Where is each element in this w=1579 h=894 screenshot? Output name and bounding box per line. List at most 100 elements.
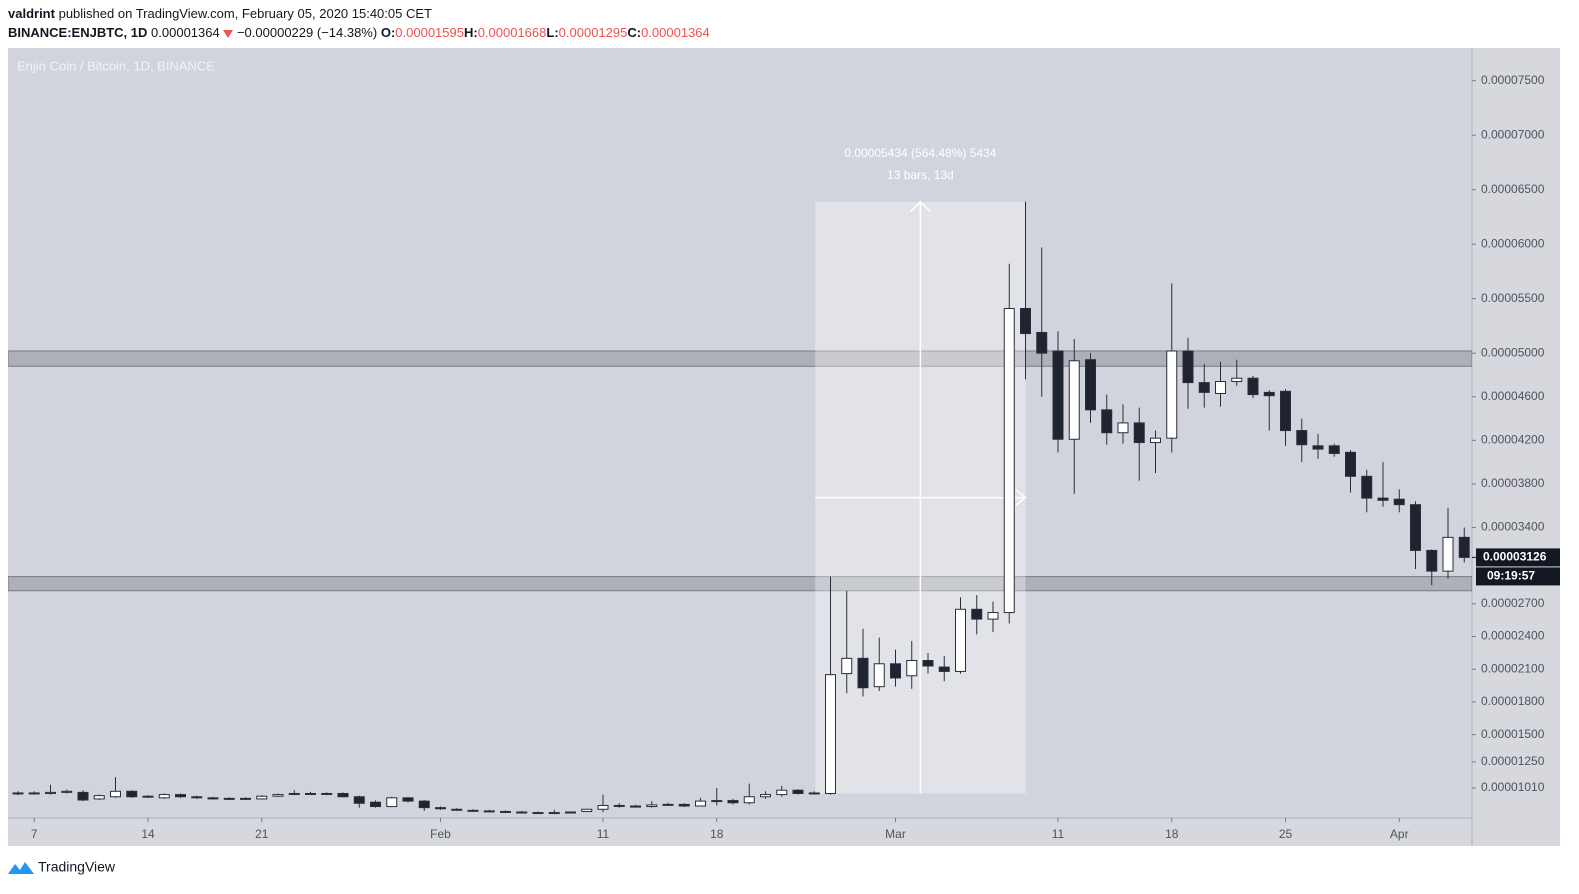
candle-body xyxy=(1003,307,1015,614)
candle-body xyxy=(516,811,528,814)
ohlc-label: H: xyxy=(463,25,478,40)
brand-logo: TradingView xyxy=(8,859,116,875)
candle-body xyxy=(808,792,820,795)
candle-body xyxy=(353,796,365,804)
ohlc-value: 0.00001595 xyxy=(395,25,464,40)
brand-icon xyxy=(8,862,34,874)
x-tick-label: 25 xyxy=(1279,827,1293,841)
candle-body xyxy=(1133,422,1145,444)
y-tick-label: 0.00003800 xyxy=(1481,476,1545,490)
publish-line: valdrint published on TradingView.com, F… xyxy=(8,6,432,21)
price-axis-background xyxy=(1472,48,1560,846)
y-tick-label: 0.00004200 xyxy=(1481,433,1545,447)
candle-body xyxy=(1296,430,1308,446)
candle-body xyxy=(532,812,544,815)
measure-label: 0.00005434 (564.48%) 5434 xyxy=(844,146,996,160)
candle-body xyxy=(548,812,560,815)
x-tick-label: 21 xyxy=(255,827,269,841)
candle-body xyxy=(402,797,414,802)
y-tick-label: 0.00002400 xyxy=(1481,629,1545,643)
candle-body xyxy=(418,800,430,809)
candle-body xyxy=(126,790,138,798)
candle-body xyxy=(288,792,300,795)
candle-body xyxy=(857,657,869,689)
candle-body xyxy=(1101,409,1113,434)
ohlc-label: O: xyxy=(380,25,396,40)
measure-sublabel: 13 bars, 13d xyxy=(887,168,954,182)
countdown-box xyxy=(1476,567,1560,586)
candle-body xyxy=(890,663,901,679)
candle-body xyxy=(1117,422,1129,434)
zone xyxy=(8,350,1472,367)
y-tick-label: 0.00001250 xyxy=(1481,754,1545,768)
candle-body xyxy=(1442,536,1454,572)
candle-body xyxy=(613,804,625,807)
last-price-box xyxy=(1476,548,1560,567)
candle-body xyxy=(61,790,73,793)
ohlc-label: L: xyxy=(546,25,559,40)
x-tick-label: 11 xyxy=(1052,827,1065,841)
candle-body xyxy=(987,612,999,620)
candle-body xyxy=(1312,445,1324,450)
x-tick-label: Mar xyxy=(885,827,906,841)
y-tick-label: 0.00002700 xyxy=(1481,596,1545,610)
candle-body xyxy=(1393,498,1405,506)
candle-body xyxy=(467,809,479,812)
ohlc: O:0.00001595H:0.00001668L:0.00001295C:0.… xyxy=(381,25,710,40)
candle-body xyxy=(695,800,706,807)
ohlc-value: 0.00001364 xyxy=(641,25,710,40)
zone xyxy=(8,576,1472,592)
candle-body xyxy=(1280,390,1291,432)
candle-body xyxy=(483,810,495,813)
candle-body xyxy=(256,795,268,800)
countdown: 09:19:57 xyxy=(1487,569,1535,583)
x-tick-label: 7 xyxy=(31,827,38,841)
candle-body xyxy=(565,811,576,814)
chart-title: Enjin Coin / Bitcoin, 1D, BINANCE xyxy=(17,58,215,73)
candle-body xyxy=(955,608,966,672)
candle-body xyxy=(1150,437,1161,444)
candle-body xyxy=(1166,350,1178,439)
brand-name: TradingView xyxy=(38,859,116,875)
ohlc-label: C: xyxy=(627,25,642,40)
candle-body xyxy=(158,794,170,799)
symbol-line: BINANCE:ENJBTC, 1D 0.00001364 −0.0000022… xyxy=(8,25,710,40)
candle-body xyxy=(77,791,89,801)
y-tick-label: 0.00003400 xyxy=(1481,520,1545,534)
y-tick-label: 0.00005500 xyxy=(1481,291,1545,305)
published: published on TradingView.com, February 0… xyxy=(58,6,432,21)
candle-body xyxy=(207,797,219,800)
price: 0.00001364 xyxy=(151,25,220,40)
time-axis-background xyxy=(8,818,1472,846)
plot xyxy=(8,200,1472,815)
measure-arrowhead xyxy=(909,200,931,213)
ohlc-value: 0.00001668 xyxy=(477,25,547,40)
candle-body xyxy=(93,795,105,800)
candle-body xyxy=(1328,445,1340,454)
candle-body xyxy=(922,660,934,667)
candle-body xyxy=(110,790,121,798)
candle-body xyxy=(662,803,674,806)
down-arrow-icon xyxy=(223,30,234,39)
x-tick-label: Feb xyxy=(430,827,451,841)
x-tick-label: 11 xyxy=(597,827,610,841)
candle-body xyxy=(630,805,641,808)
candle-body xyxy=(760,794,771,798)
candle-body xyxy=(28,792,40,795)
candle-body xyxy=(500,810,511,813)
measure-arrowhead xyxy=(1015,488,1027,507)
candle-body xyxy=(1410,504,1421,551)
candle-body xyxy=(1052,350,1064,440)
candle-body xyxy=(971,608,983,620)
candle-body xyxy=(12,792,24,795)
candle-body xyxy=(906,660,918,677)
candle-body xyxy=(1426,549,1438,572)
symbol: BINANCE:ENJBTC, 1D xyxy=(8,25,148,40)
candle-body xyxy=(1020,307,1031,335)
candle-body xyxy=(1361,475,1373,499)
candle-body xyxy=(240,797,251,800)
candle-body xyxy=(646,804,658,808)
candle-body xyxy=(435,807,446,810)
candle-body xyxy=(191,796,203,799)
chart: Enjin Coin / Bitcoin, 1D, BINANCE 0.0000… xyxy=(8,48,1560,846)
